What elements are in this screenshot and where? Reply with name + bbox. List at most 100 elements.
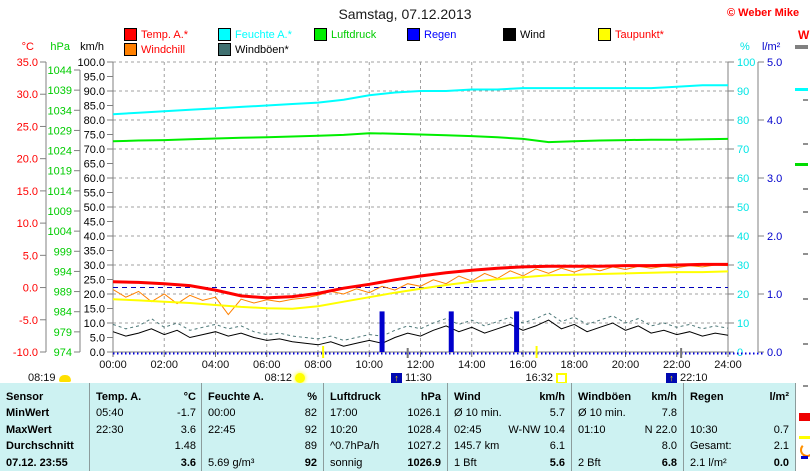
table-cell-value: 92: [304, 424, 317, 436]
table-cell-value: -1.7: [177, 407, 196, 419]
table-cell-value: 3.6: [180, 457, 196, 469]
legend-item-luftdruck[interactable]: Luftdruck: [314, 28, 376, 41]
axis-label: 45.0: [84, 217, 105, 229]
table-cell-text: 02:45: [454, 424, 482, 436]
legend-swatch-icon[interactable]: [503, 28, 516, 41]
table-divider: [447, 383, 448, 471]
moonrise-icon: ↑: [666, 372, 677, 384]
legend-swatch-icon[interactable]: [124, 28, 137, 41]
table-cell-text: 145.7 km: [454, 440, 500, 452]
edge-mark: [803, 253, 808, 255]
day-marker-2210: ↑ 22:10: [666, 371, 708, 385]
legend-item-feuchtea[interactable]: Feuchte A.*: [218, 28, 292, 41]
table-cell-text: 10:20: [330, 424, 358, 436]
day-marker-1632: 16:32: [525, 371, 567, 385]
legend-item-wind[interactable]: Wind: [503, 28, 545, 41]
day-marker-1130: ↑ 11:30: [391, 371, 432, 385]
axis-label: 55.0: [84, 188, 105, 200]
table-cell-text: 22:45: [208, 424, 236, 436]
axis-label: 30.0: [17, 89, 38, 101]
rain-bars: [379, 311, 520, 352]
axis-label: 1014: [48, 186, 72, 198]
table-cell-text: ^0.7hPa/h: [330, 440, 380, 452]
moonset-icon: ↑: [391, 372, 402, 384]
legend-swatch-icon[interactable]: [407, 28, 420, 41]
legend-item-tempa[interactable]: Temp. A.*: [124, 28, 188, 41]
axis-label: 1009: [48, 206, 72, 218]
legend-label: Windböen*: [235, 43, 289, 56]
legend-swatch-icon[interactable]: [218, 28, 231, 41]
rain-bar: [379, 311, 385, 352]
axis-label: 999: [54, 246, 72, 258]
table-cell-text: 22:30: [96, 424, 124, 436]
legend-swatch-icon[interactable]: [218, 43, 231, 56]
table-divider: [201, 383, 202, 471]
legend-item-windchill[interactable]: Windchill: [124, 43, 185, 56]
table-header-unit: °C: [183, 391, 196, 403]
axis-label: 5.0: [23, 250, 38, 262]
axis-label: 15.0: [17, 186, 38, 198]
edge-mark: [803, 99, 808, 101]
edge-mark: [803, 343, 808, 345]
legend-item-windben[interactable]: Windböen*: [218, 43, 289, 56]
edge-mark: [795, 45, 808, 49]
axis-label: l/m²: [762, 41, 781, 53]
axis-label: 10:00: [355, 359, 383, 371]
axis-label: 50: [737, 202, 749, 214]
axis-label: 06:00: [253, 359, 281, 371]
edge-mark: [795, 163, 808, 166]
axis-label: 22:00: [663, 359, 691, 371]
legend-label: Windchill: [141, 43, 186, 56]
table-header-unit: hPa: [420, 391, 441, 403]
sunrise-icon: [295, 373, 305, 383]
table-cell-value: 89: [304, 440, 317, 452]
edge-mark: [803, 298, 808, 300]
axis-label: 35.0: [84, 246, 105, 258]
axis-label: 974: [54, 347, 72, 359]
table-header-name: Feuchte A.: [208, 391, 264, 403]
axis-label: 30: [737, 260, 749, 272]
legend-item-taupunkt[interactable]: Taupunkt*: [598, 28, 664, 41]
axis-hpa: 1044 1039 1034 1029 1024 1019 1014 1009 1004 999 9…: [48, 41, 81, 359]
axis-label: 24:00: [714, 359, 742, 371]
axis-label: 75.0: [84, 130, 105, 142]
table-row-label: 07.12. 23:55: [6, 457, 68, 469]
axis-label: 100.0: [77, 57, 105, 69]
rain-bar: [448, 311, 454, 352]
axis-label: %: [740, 41, 750, 53]
axis-label: 0.0: [90, 347, 105, 359]
edge-mark: [803, 143, 808, 145]
table-cell-value: 6.8: [661, 457, 677, 469]
page-title: Samstag, 07.12.2013: [338, 6, 472, 22]
axis-label: 10: [737, 318, 749, 330]
table-cell-value: W-NW 10.4: [508, 424, 565, 436]
edge-mark: [800, 443, 810, 457]
axis-label: 979: [54, 327, 72, 339]
weather-chart: 35.0 30.0 25.0 20.0 15.0 10.0 5.0 0.0 -5.0 -10.0 °…: [13, 41, 782, 371]
series-luftdruck: [112, 132, 729, 144]
axis-label: 50.0: [84, 202, 105, 214]
legend-swatch-icon[interactable]: [314, 28, 327, 41]
axis-label: 04:00: [202, 359, 230, 371]
axis-label: 1019: [48, 166, 72, 178]
axis-label: 0: [737, 347, 743, 359]
axis-label: 0.0: [23, 283, 38, 295]
axis-label: 1029: [48, 125, 72, 137]
day-marker-0812: 08:12: [264, 371, 305, 385]
day-marker-time: 22:10: [680, 372, 708, 384]
table-divider: [323, 383, 324, 471]
legend-swatch-icon[interactable]: [598, 28, 611, 41]
edge-mark: [795, 88, 808, 91]
axis-label: 20.0: [84, 289, 105, 301]
table-cell-value: 5.6: [549, 457, 565, 469]
table-cell-text: 17:00: [330, 407, 358, 419]
table-cell-value: 1.48: [174, 440, 196, 452]
table-cell-text: sonnig: [330, 457, 363, 469]
x-axis: 00:00 02:00 04:00 06:00 08:00 10:00 12:00 14:00…: [99, 351, 742, 371]
table-cell-value: 7.8: [661, 407, 677, 419]
legend-swatch-icon[interactable]: [124, 43, 137, 56]
axis-label: 1039: [48, 85, 72, 97]
legend-item-regen[interactable]: Regen: [407, 28, 456, 41]
axis-label: 1.0: [767, 289, 782, 301]
table-divider: [571, 383, 572, 471]
